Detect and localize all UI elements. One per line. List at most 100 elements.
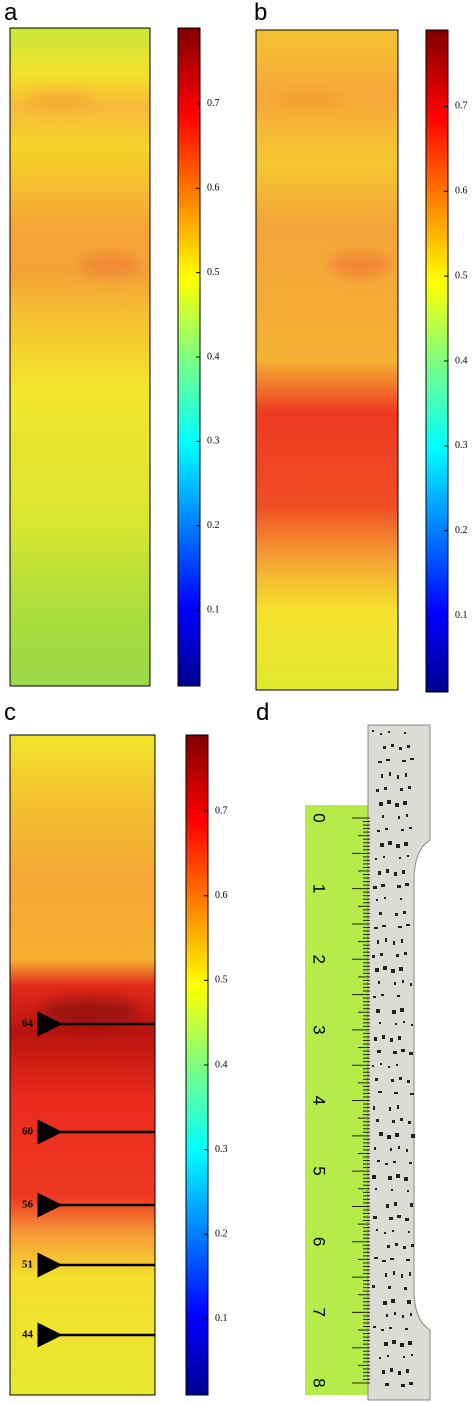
speckle	[404, 842, 408, 846]
speckle	[406, 1259, 410, 1261]
speckle	[398, 1371, 401, 1375]
speckle	[402, 870, 405, 874]
speckle	[380, 733, 382, 735]
colorbar-tick-label: 0.5	[455, 270, 468, 281]
speckle	[394, 1202, 397, 1206]
speckle	[410, 1203, 413, 1207]
speckle	[395, 1023, 397, 1025]
speckle	[377, 1050, 381, 1053]
speckle	[410, 1093, 414, 1095]
speckle	[397, 1105, 399, 1109]
speckle	[372, 1285, 375, 1288]
speckle	[400, 788, 403, 791]
speckle	[398, 1146, 400, 1149]
arrow-label: 56	[22, 1199, 34, 1211]
speckle	[399, 967, 403, 971]
speckle	[407, 1300, 411, 1304]
speckle	[401, 1384, 405, 1387]
arrow-label: 60	[22, 1126, 34, 1138]
colorbar-tick-label: 0.6	[455, 186, 468, 197]
speckle	[386, 869, 389, 873]
speckle	[394, 1092, 398, 1094]
heatmap	[255, 29, 399, 691]
speckle	[411, 1244, 414, 1247]
ruler-label: 1	[310, 884, 329, 893]
colorbar-tick-label: 0.1	[455, 610, 468, 621]
speckle	[383, 746, 386, 749]
speckle	[384, 1232, 386, 1234]
speckle	[394, 872, 397, 876]
speckle	[404, 732, 406, 734]
colorbar-tick-label: 0.4	[455, 355, 468, 366]
speckle	[383, 856, 385, 858]
speckle	[374, 1037, 377, 1041]
speckle	[375, 858, 377, 860]
speckle	[408, 1121, 411, 1124]
speckle	[381, 1329, 384, 1331]
ruler-label: 7	[310, 1307, 329, 1316]
speckle	[391, 744, 394, 747]
colorbar-tick-label: 0.5	[215, 975, 228, 986]
speckle	[400, 1008, 404, 1012]
speckle	[396, 954, 399, 957]
speckle	[401, 939, 403, 943]
speckle	[375, 968, 379, 972]
speckle	[405, 883, 409, 886]
speckle	[410, 983, 412, 986]
speckle	[402, 1315, 404, 1318]
speckle	[406, 924, 410, 926]
ruler-label: 0	[310, 813, 329, 822]
speckle	[376, 899, 378, 901]
speckle	[374, 927, 378, 929]
speckle	[389, 1107, 391, 1111]
speckle	[388, 1176, 392, 1180]
speckle	[373, 1216, 377, 1219]
speckle	[389, 1217, 393, 1220]
speckle	[387, 1245, 390, 1248]
colorbar-tick-label: 0.4	[207, 351, 220, 362]
speckle	[373, 1326, 376, 1328]
speckle	[407, 855, 409, 857]
colorbar-tick-label: 0.2	[207, 520, 220, 531]
speckle	[378, 761, 382, 763]
speckle	[381, 884, 385, 887]
heatmap	[9, 27, 151, 687]
panel-label: a	[4, 0, 18, 26]
speckle	[373, 886, 377, 889]
colorbar-tick-label: 0.7	[215, 805, 228, 816]
speckle	[404, 1287, 407, 1290]
speckle	[411, 1354, 413, 1356]
arrow-label: 44	[22, 1329, 34, 1341]
speckle	[403, 911, 406, 914]
speckle	[382, 815, 384, 818]
speckle	[382, 1035, 385, 1039]
speckle	[376, 1009, 380, 1013]
colorbar-tick-label: 0.3	[215, 1144, 228, 1155]
panel-label: c	[4, 699, 16, 726]
colorbar-tick-label: 0.3	[455, 440, 468, 451]
panel-label: d	[256, 699, 269, 726]
speckle	[400, 1118, 403, 1121]
ruler-label: 6	[310, 1237, 329, 1246]
speckle	[401, 1274, 403, 1278]
speckle	[391, 969, 395, 973]
speckle	[405, 773, 407, 777]
speckle	[400, 898, 402, 900]
speckle	[406, 814, 408, 817]
speckle	[400, 1343, 404, 1347]
ruler-label: 3	[310, 1025, 329, 1034]
speckle	[388, 1066, 390, 1068]
speckle	[385, 828, 388, 830]
speckle	[409, 1162, 412, 1164]
speckle	[378, 1091, 382, 1093]
speckle	[392, 1230, 394, 1232]
speckle	[401, 1049, 405, 1052]
speckle	[387, 800, 391, 804]
specimen-photo: 0 1 2 3 4 5 6 7 8	[305, 724, 431, 1401]
speckle	[379, 1132, 383, 1136]
speckle	[377, 940, 379, 944]
speckle	[399, 857, 401, 859]
speckle	[408, 1231, 410, 1233]
speckle	[394, 982, 396, 985]
